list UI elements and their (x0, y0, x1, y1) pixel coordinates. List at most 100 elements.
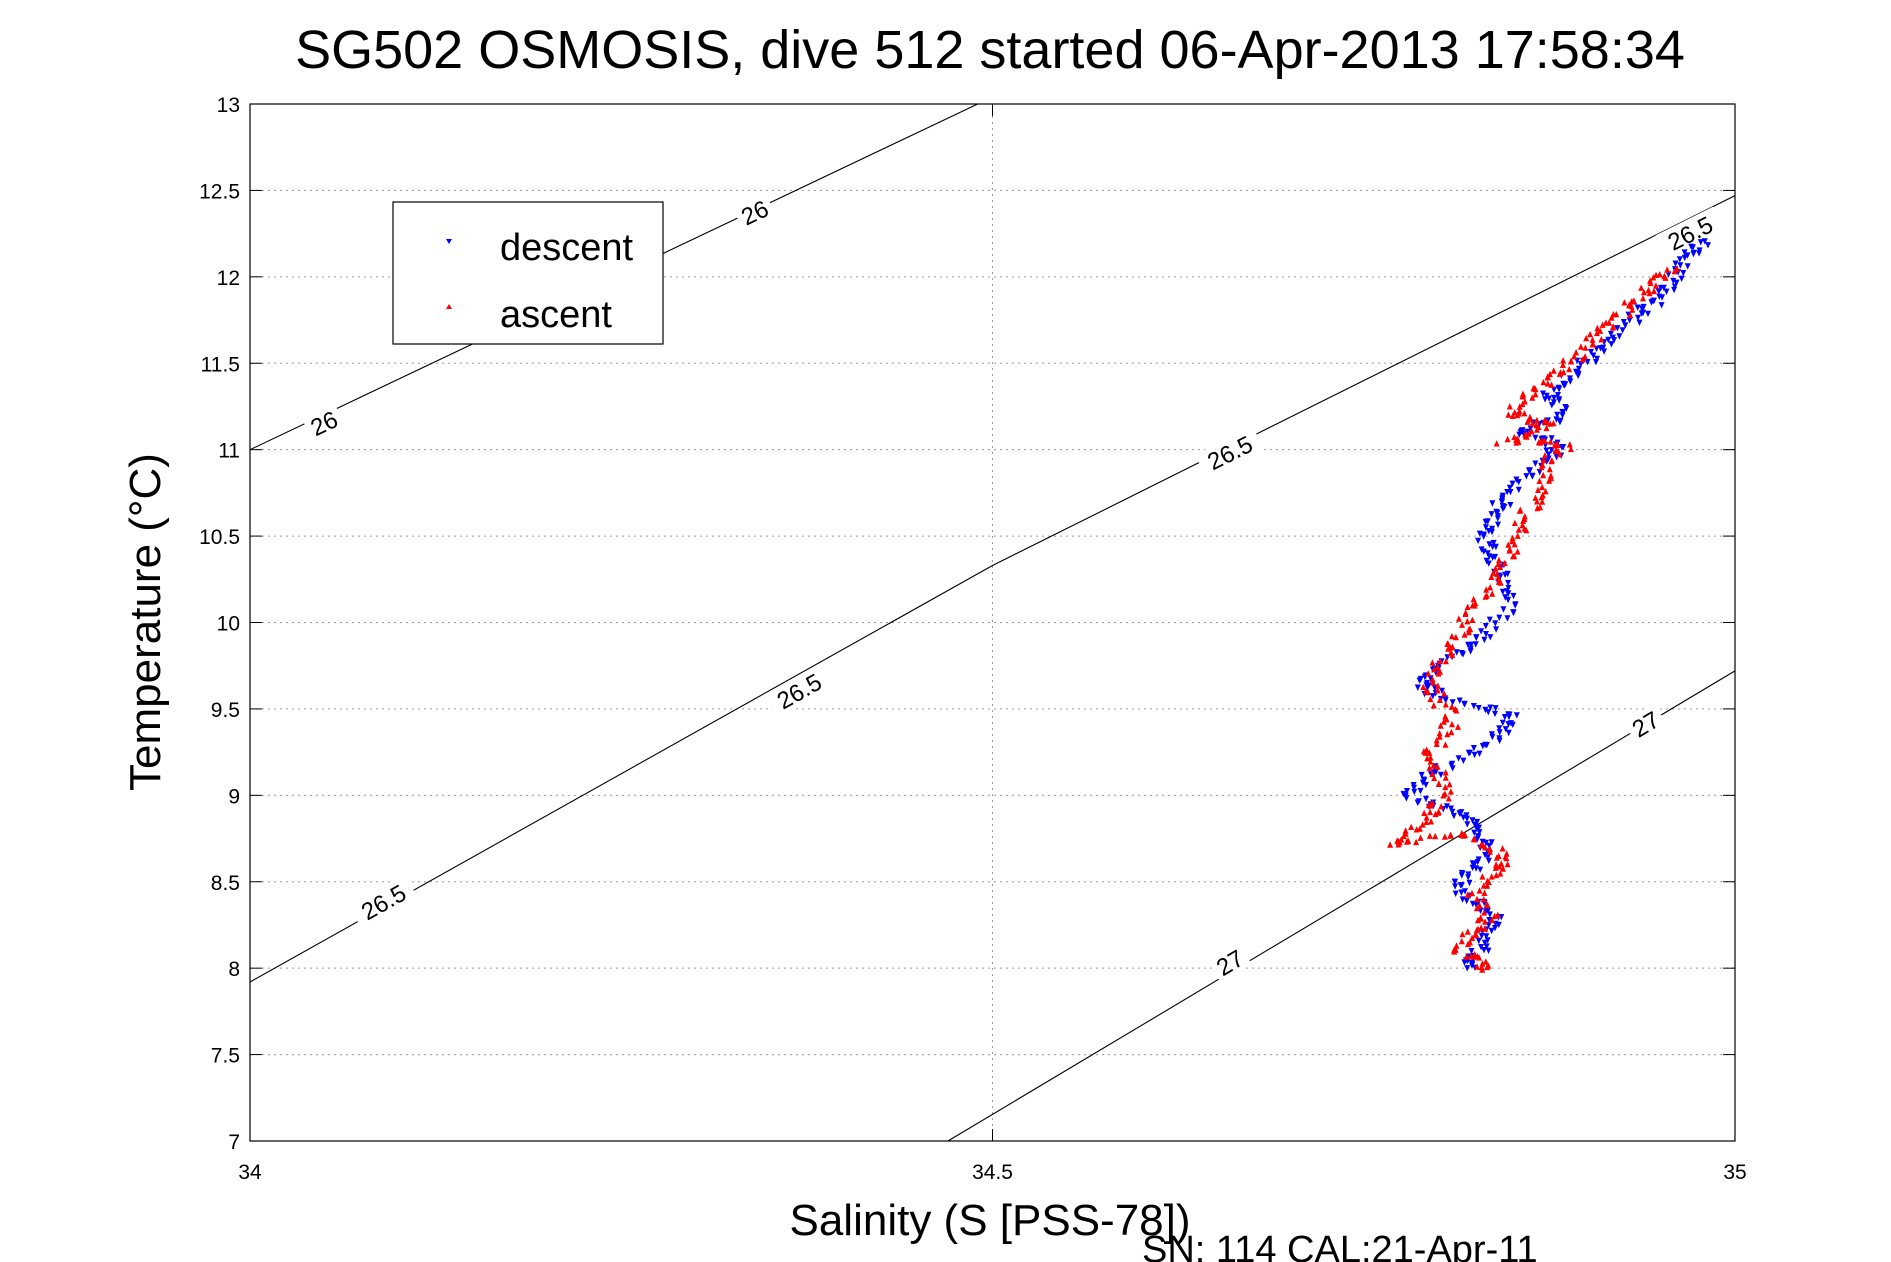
ascent-point (1476, 902, 1483, 909)
ascent-point (1485, 962, 1492, 969)
descent-point (1465, 871, 1472, 878)
ascent-point (1427, 695, 1434, 703)
legend-descent-label: descent (500, 227, 634, 269)
descent-point (1557, 417, 1564, 425)
ascent-point (1417, 834, 1424, 841)
ascent-point (1606, 319, 1613, 326)
ascent-point (1531, 385, 1538, 392)
descent-point (1482, 851, 1489, 859)
ascent-point (1541, 452, 1548, 459)
ascent-point (1455, 723, 1461, 730)
contour-label-group: 26.5 (348, 874, 418, 929)
contour-label-bg (348, 874, 418, 929)
descent-point (1502, 594, 1509, 601)
descent-point (1474, 818, 1481, 826)
descent-point (1554, 411, 1561, 419)
descent-point (1476, 750, 1483, 757)
descent-point (1483, 557, 1490, 565)
descent-point (1484, 854, 1491, 861)
descent-point (1492, 925, 1498, 932)
descent-point (1459, 870, 1466, 878)
ascent-point (1497, 870, 1504, 877)
descent-point (1489, 500, 1496, 507)
descent-point (1470, 745, 1477, 752)
ascent-point (1481, 909, 1488, 916)
chart-title: SG502 OSMOSIS, dive 512 started 06-Apr-2… (295, 20, 1685, 80)
descent-point (1555, 392, 1561, 399)
descent-point (1501, 714, 1508, 721)
ascent-point (1521, 525, 1528, 532)
ascent-point (1430, 702, 1437, 709)
descent-point (1584, 359, 1591, 366)
descent-point (1485, 857, 1492, 865)
descent-point (1459, 896, 1466, 903)
ascent-point (1598, 336, 1605, 343)
descent-point (1681, 254, 1688, 262)
descent-point (1452, 883, 1459, 890)
descent-point (1473, 634, 1480, 641)
descent-point (1684, 263, 1691, 270)
descent-point (1467, 645, 1474, 652)
descent-point (1532, 460, 1539, 467)
descent-point (1429, 693, 1436, 700)
ascent-point (1640, 295, 1646, 302)
ascent-point (1476, 887, 1483, 894)
ascent-point (1505, 541, 1512, 548)
descent-point (1567, 375, 1573, 382)
descent-point (1411, 784, 1417, 792)
descent-point (1690, 249, 1697, 257)
ascent-point (1431, 774, 1438, 782)
contour-label-group: 26 (732, 192, 777, 232)
descent-point (1471, 829, 1478, 836)
descent-point (1482, 623, 1489, 630)
descent-point (1478, 932, 1485, 940)
descent-point (1678, 275, 1685, 282)
descent-point (1494, 515, 1501, 522)
contour-label-group: 27 (1207, 941, 1252, 983)
ascent-point (1425, 688, 1432, 696)
contour-label-group: 26.5 (1195, 426, 1265, 479)
descent-point (1499, 588, 1506, 596)
descent-point (1444, 654, 1451, 661)
descent-point (1620, 319, 1627, 326)
ascent-point (1542, 488, 1549, 495)
x-tick-label: 34.5 (972, 1161, 1013, 1184)
descent-point (1558, 444, 1565, 451)
ascent-point (1515, 526, 1522, 533)
descent-point (1493, 626, 1500, 633)
ascent-point (1436, 733, 1443, 740)
ascent-point (1473, 931, 1480, 939)
descent-point (1640, 303, 1647, 311)
ascent-point (1539, 498, 1546, 505)
ascent-point (1430, 762, 1437, 769)
descent-point (1500, 606, 1507, 613)
descent-point (1539, 435, 1546, 442)
ascent-point (1494, 911, 1501, 918)
descent-point (1496, 725, 1503, 732)
ascent-point (1573, 349, 1580, 356)
descent-point (1512, 601, 1519, 608)
descent-point (1427, 675, 1434, 682)
descent-point (1670, 277, 1677, 285)
ascent-point (1488, 573, 1495, 580)
serial-calibration-note: SN: 114 CAL:21-Apr-11 (1142, 1229, 1538, 1262)
descent-point (1505, 584, 1512, 592)
ascent-point (1526, 416, 1533, 423)
ascent-point (1442, 774, 1449, 781)
ascent-point (1541, 417, 1548, 424)
ascent-point (1496, 556, 1502, 564)
y-axis-label: Temperature (°C) (121, 453, 170, 791)
descent-point (1502, 726, 1509, 733)
ascent-point (1599, 321, 1606, 328)
descent-point (1410, 782, 1417, 789)
ascent-point (1528, 428, 1535, 435)
legend: descent ascent (392, 201, 664, 345)
descent-point (1465, 641, 1472, 649)
ascent-point (1474, 953, 1481, 960)
descent-point (1496, 735, 1503, 742)
descent-point (1466, 879, 1473, 887)
ascent-point (1434, 687, 1441, 694)
ascent-point (1442, 790, 1448, 797)
descent-point (1475, 937, 1482, 945)
